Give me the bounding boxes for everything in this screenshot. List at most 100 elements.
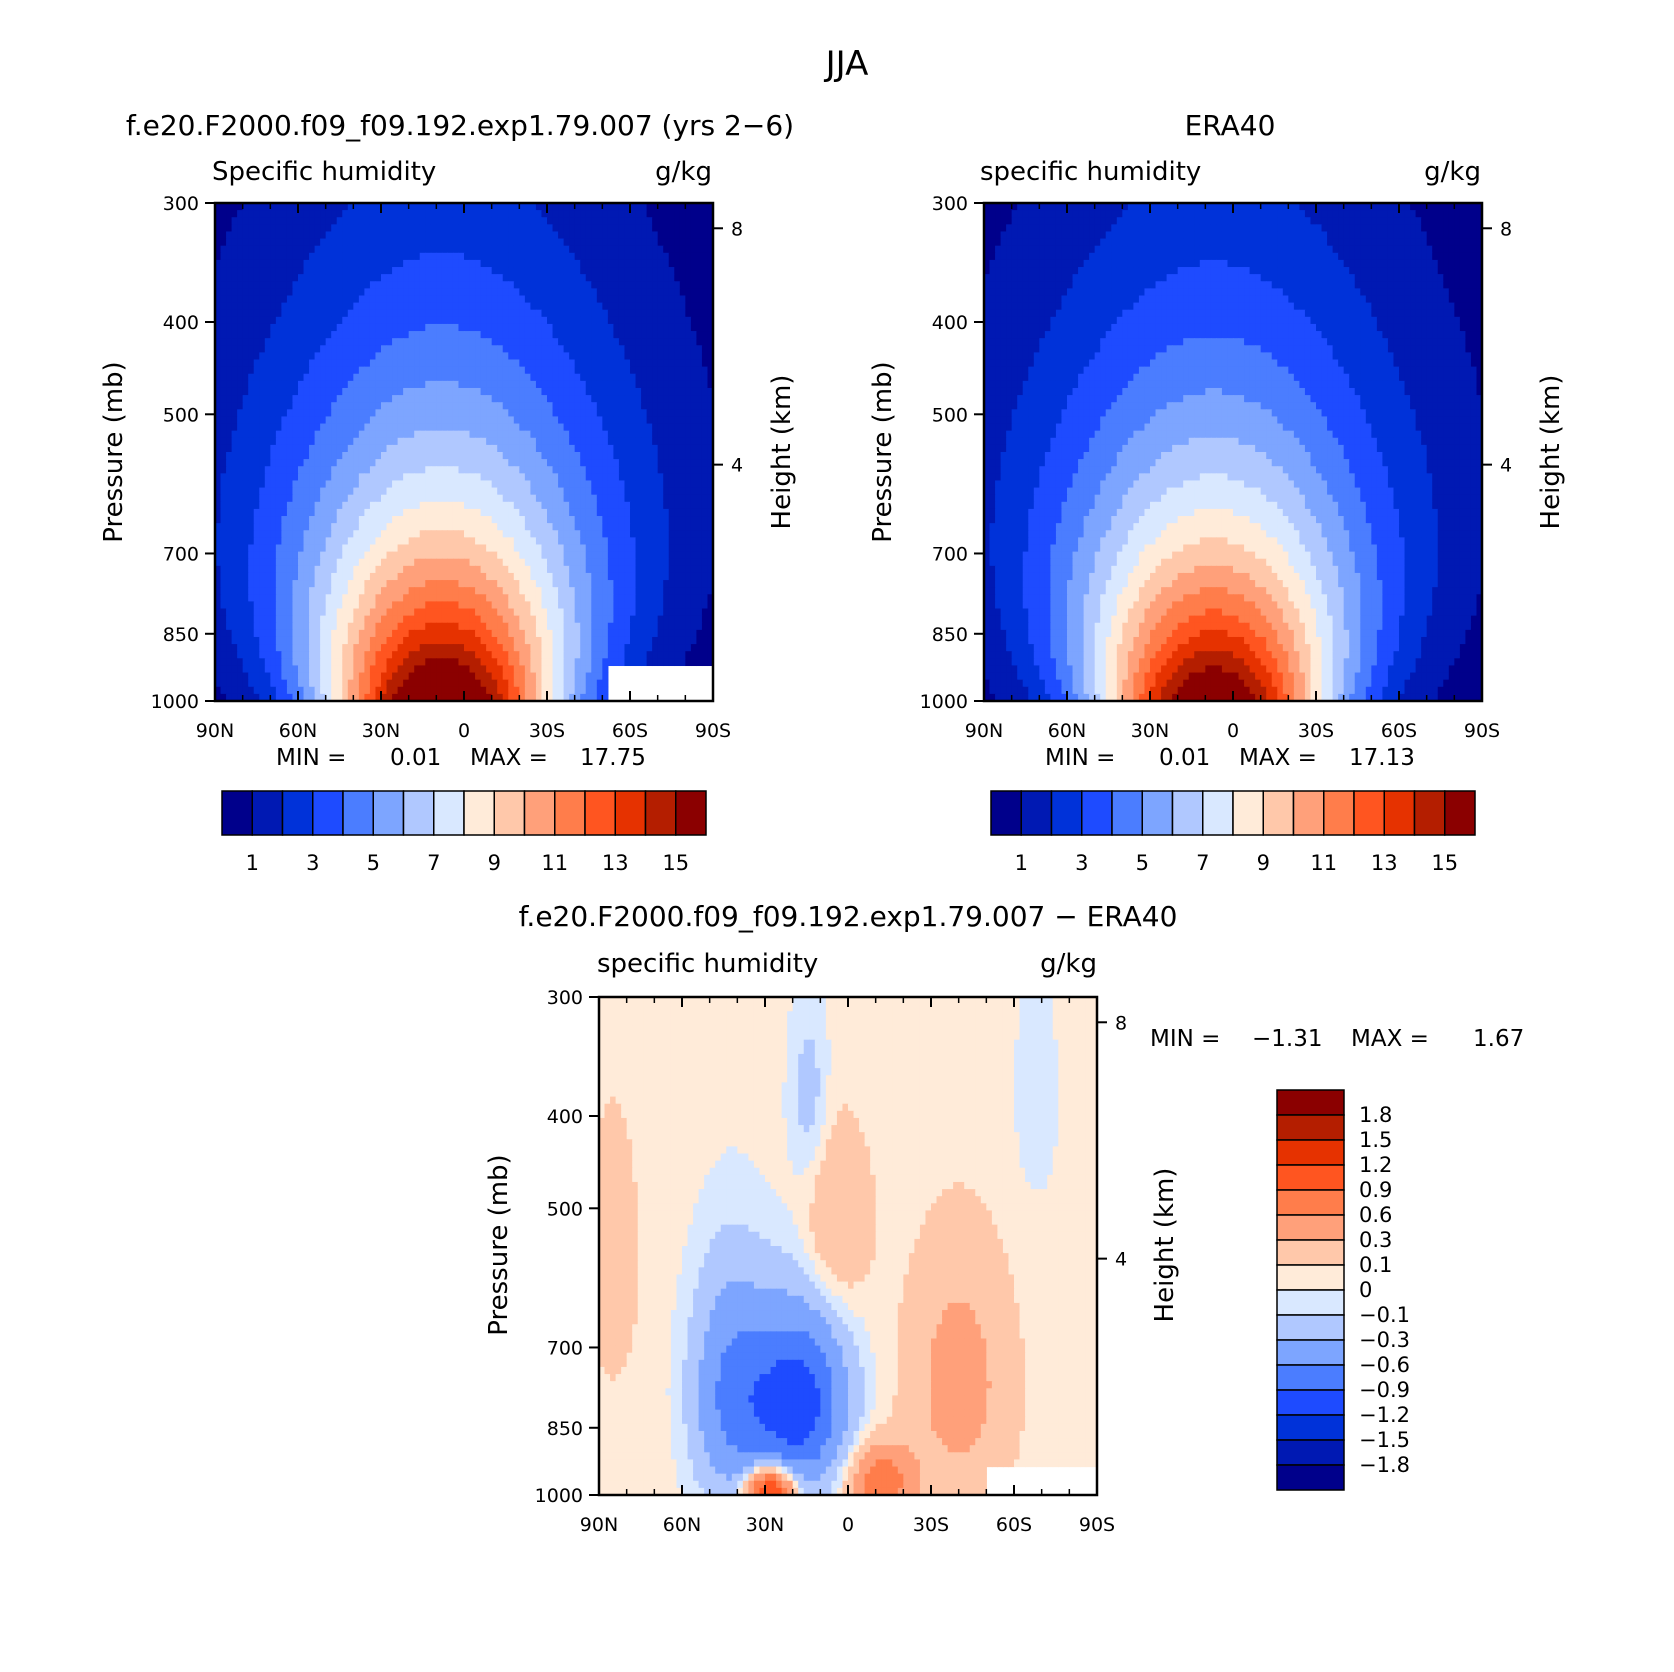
contour-cell — [337, 239, 343, 247]
contour-cell — [259, 331, 265, 339]
contour-cell — [375, 217, 381, 225]
contour-cell — [464, 274, 470, 282]
contour-cell — [497, 317, 503, 325]
contour-cell — [381, 303, 387, 311]
contour-cell — [364, 345, 370, 353]
contour-cell — [475, 246, 481, 254]
contour-cell — [492, 338, 498, 346]
contour-cell — [652, 224, 658, 232]
contour-cell — [558, 231, 564, 239]
contour-cell — [619, 231, 625, 239]
contour-cell — [530, 231, 536, 239]
contour-cell — [409, 253, 415, 261]
contour-cell — [685, 295, 691, 303]
contour-cell — [613, 324, 619, 332]
contour-cell — [304, 224, 310, 232]
contour-cell — [221, 331, 227, 339]
contour-cell — [630, 281, 636, 289]
contour-cell — [470, 246, 476, 254]
contour-cell — [569, 281, 575, 289]
contour-cell — [525, 267, 531, 275]
contour-cell — [320, 288, 326, 296]
contour-cell — [619, 352, 625, 360]
contour-cell — [647, 260, 653, 268]
contour-cell — [669, 338, 675, 346]
contour-cell — [492, 210, 498, 218]
contour-cell — [364, 324, 370, 332]
contour-cell — [553, 324, 559, 332]
contour-cell — [663, 331, 669, 339]
contour-cell — [292, 253, 298, 261]
contour-cell — [619, 360, 625, 368]
contour-cell — [359, 331, 365, 339]
contour-cell — [243, 367, 249, 375]
contour-cell — [525, 239, 531, 247]
contour-cell — [447, 274, 453, 282]
contour-cell — [447, 253, 453, 261]
contour-cell — [425, 239, 431, 247]
contour-cell — [375, 367, 381, 375]
contour-cell — [641, 217, 647, 225]
contour-cell — [630, 345, 636, 353]
contour-cell — [304, 317, 310, 325]
contour-cell — [685, 324, 691, 332]
contour-cell — [530, 210, 536, 218]
contour-cell — [658, 295, 664, 303]
contour-cell — [381, 331, 387, 339]
contour-cell — [309, 331, 315, 339]
contour-cell — [320, 217, 326, 225]
contour-cell — [387, 231, 393, 239]
contour-cell — [475, 253, 481, 261]
contour-cell — [680, 224, 686, 232]
contour-cell — [486, 217, 492, 225]
contour-cell — [398, 253, 404, 261]
contour-cell — [586, 288, 592, 296]
contour-cell — [298, 246, 304, 254]
contour-cell — [292, 267, 298, 275]
contour-cell — [514, 239, 520, 247]
contour-cell — [564, 231, 570, 239]
contour-cell — [359, 345, 365, 353]
contour-cell — [597, 352, 603, 360]
contour-cell — [259, 367, 265, 375]
contour-cell — [276, 239, 282, 247]
contour-cell — [348, 345, 354, 353]
contour-cell — [392, 246, 398, 254]
contour-cell — [232, 210, 238, 218]
contour-cell — [624, 239, 630, 247]
contour-cell — [270, 210, 276, 218]
contour-cell — [348, 253, 354, 261]
contour-cell — [375, 231, 381, 239]
contour-cell — [309, 239, 315, 247]
contour-cell — [674, 367, 680, 375]
contour-cell — [663, 253, 669, 261]
contour-cell — [464, 317, 470, 325]
contour-cell — [226, 352, 232, 360]
contour-cell — [464, 239, 470, 247]
contour-cell — [519, 253, 525, 261]
contour-cell — [508, 324, 514, 332]
contour-cell — [519, 260, 525, 268]
contour-cell — [508, 239, 514, 247]
contour-cell — [431, 331, 437, 339]
contour-cell — [624, 253, 630, 261]
contour-cell — [525, 288, 531, 296]
contour-cell — [647, 239, 653, 247]
contour-cell — [663, 367, 669, 375]
contour-cell — [281, 274, 287, 282]
contour-cell — [680, 360, 686, 368]
contour-cell — [458, 303, 464, 311]
contour-cell — [591, 303, 597, 311]
contour-cell — [403, 281, 409, 289]
contour-cell — [364, 331, 370, 339]
contour-cell — [597, 274, 603, 282]
contour-cell — [243, 345, 249, 353]
contour-cell — [375, 352, 381, 360]
contour-cell — [685, 360, 691, 368]
contour-cell — [237, 281, 243, 289]
contour-cell — [221, 360, 227, 368]
contour-cell — [536, 239, 542, 247]
contour-cell — [613, 317, 619, 325]
contour-cell — [287, 338, 293, 346]
contour-cell — [392, 217, 398, 225]
